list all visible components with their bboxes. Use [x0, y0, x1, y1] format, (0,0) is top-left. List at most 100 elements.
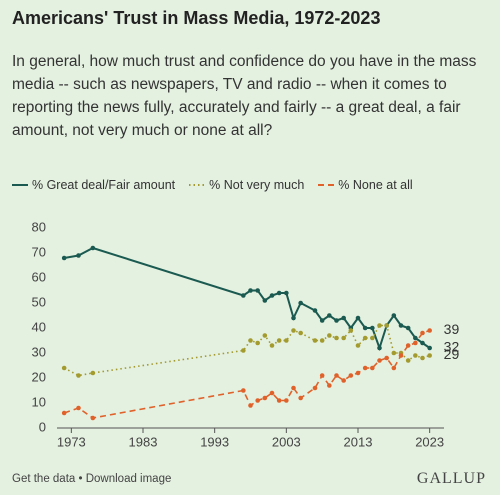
data-point [312, 338, 318, 343]
end-label: 32 [444, 339, 460, 355]
data-point [370, 365, 375, 371]
data-point [427, 353, 432, 358]
legend-swatch [189, 184, 206, 186]
data-point [262, 298, 268, 303]
data-point [61, 410, 67, 416]
data-point [255, 398, 260, 403]
y-tick-label: 20 [32, 369, 46, 384]
legend-label: % Not very much [209, 178, 305, 192]
data-point [377, 345, 382, 351]
data-point [291, 328, 296, 333]
footer-links[interactable]: Get the data • Download image [12, 473, 172, 485]
data-point [362, 325, 368, 331]
data-point [384, 355, 389, 361]
data-point [248, 288, 253, 293]
series-line [63, 246, 431, 352]
data-point [319, 318, 325, 323]
data-point [334, 373, 339, 378]
data-point [241, 388, 246, 393]
data-point [269, 390, 275, 396]
data-point [90, 370, 96, 376]
data-point [291, 385, 296, 391]
data-point [384, 323, 389, 328]
y-tick-label: 0 [39, 419, 46, 434]
data-point [298, 330, 303, 336]
data-point [241, 348, 246, 353]
y-tick-label: 50 [32, 294, 46, 309]
data-point [327, 333, 332, 338]
data-point [262, 333, 268, 338]
data-point [255, 288, 260, 293]
data-point [291, 315, 296, 321]
data-point [76, 373, 81, 378]
data-point [276, 338, 282, 343]
data-point [427, 345, 432, 351]
data-point [405, 358, 411, 363]
data-point [377, 323, 382, 328]
data-point [284, 290, 289, 296]
data-point [420, 355, 425, 361]
chart-title: Americans' Trust in Mass Media, 1972-202… [12, 8, 381, 28]
legend-item: % Not very much [189, 178, 304, 192]
legend: % Great deal/Fair amount % Not very much%… [12, 178, 413, 192]
data-point [341, 335, 346, 341]
data-point [348, 373, 354, 378]
x-tick-label: 1973 [57, 434, 86, 449]
y-tick-label: 10 [32, 394, 46, 409]
legend-swatch [12, 184, 28, 186]
x-tick-label: 2013 [344, 434, 373, 449]
data-point [355, 370, 361, 376]
y-tick-label: 60 [32, 269, 46, 284]
data-point [61, 255, 67, 261]
data-point [248, 403, 253, 408]
x-tick-label: 1993 [200, 434, 229, 449]
data-point [370, 335, 375, 341]
data-point [391, 350, 397, 356]
data-point [355, 343, 361, 348]
data-point [76, 253, 81, 258]
data-point [327, 313, 332, 318]
data-point [248, 338, 253, 343]
data-point [276, 398, 282, 403]
y-tick-label: 70 [32, 244, 46, 259]
chart-subtitle: In general, how much trust and confidenc… [12, 53, 477, 139]
data-point [327, 383, 332, 388]
data-point [362, 365, 368, 371]
data-point [427, 328, 432, 333]
end-label: 29 [444, 346, 460, 362]
data-point [370, 325, 375, 331]
data-point [241, 293, 246, 298]
data-point [355, 315, 361, 321]
data-point [319, 373, 325, 378]
y-tick-label: 80 [32, 219, 46, 234]
data-point [341, 378, 346, 383]
legend-item: % Great deal/Fair amount [12, 178, 175, 192]
y-tick-label: 40 [32, 319, 46, 334]
data-point [391, 365, 397, 371]
data-point [405, 343, 411, 348]
end-label: 39 [444, 321, 460, 337]
data-point [348, 328, 354, 333]
data-point [334, 318, 339, 323]
x-tick-label: 1983 [129, 434, 158, 449]
x-tick-label: 2003 [272, 434, 301, 449]
data-point [391, 313, 397, 318]
data-point [269, 293, 275, 298]
data-point [413, 335, 418, 341]
data-point [76, 405, 81, 411]
legend-label: % Great deal/Fair amount [32, 178, 176, 192]
data-point [284, 338, 289, 343]
data-point [298, 300, 303, 306]
data-point [413, 353, 418, 358]
data-point [90, 415, 96, 421]
data-point [262, 395, 268, 401]
data-point [312, 385, 318, 391]
data-point [413, 340, 418, 346]
chart: 0 10 20 30 40 50 60 70 80 1973 1983 1993 2003 2013 202… [32, 219, 460, 449]
data-point [298, 395, 303, 401]
data-point [312, 308, 318, 313]
legend-swatch [318, 184, 335, 186]
data-point [405, 325, 411, 331]
data-point [334, 335, 339, 341]
